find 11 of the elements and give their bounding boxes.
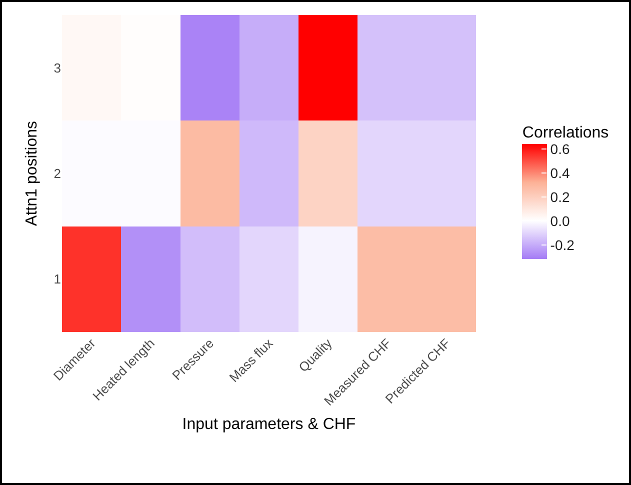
y-tick-label: 1 <box>54 272 61 287</box>
color-bar-label: 0.2 <box>550 189 570 206</box>
y-axis-title: Attn1 positions <box>24 121 41 226</box>
color-bar-label: 0.0 <box>550 213 570 230</box>
color-bar-label: -0.2 <box>550 236 575 253</box>
y-tick-label: 2 <box>54 166 61 182</box>
x-axis-title: Input parameters & CHF <box>182 416 356 434</box>
color-bar-label: 0.6 <box>550 141 570 158</box>
legend-title: Correlations <box>522 124 609 142</box>
y-tick-label: 3 <box>54 60 61 76</box>
color-bar-label: 0.4 <box>550 165 570 182</box>
